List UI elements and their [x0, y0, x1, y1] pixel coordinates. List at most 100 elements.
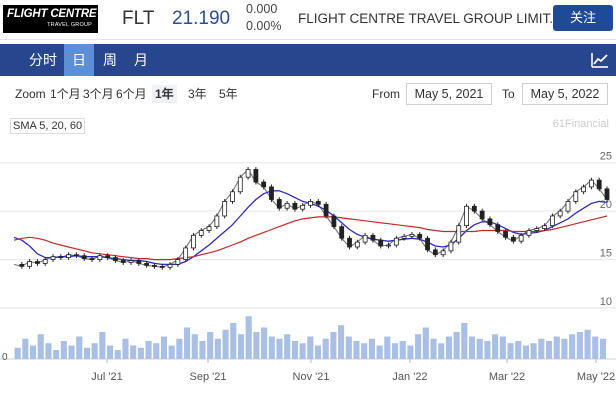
y-tick-label: 10 [600, 296, 612, 308]
volume-bar [492, 334, 499, 359]
candle-body [89, 258, 95, 260]
zoom-toolbar: Zoom 1个月 3个月 6个月 1年 3年 5年 From May 5, 20… [0, 82, 616, 106]
volume-bar [476, 338, 483, 359]
candle-body [596, 179, 602, 190]
candle-body [222, 201, 228, 217]
tab-weekly[interactable]: 周 [103, 52, 117, 68]
zoom-3m[interactable]: 3个月 [83, 87, 114, 101]
series-lines [13, 167, 610, 270]
candle-body [471, 205, 477, 212]
zoom-1y[interactable]: 1年 [152, 85, 177, 103]
volume-bar [76, 336, 83, 359]
candle-body [300, 204, 306, 210]
price-change: 0.000 0.00% [246, 1, 281, 35]
y-tick-label: 15 [600, 248, 612, 260]
candle-body [518, 234, 524, 242]
candle-body [331, 215, 337, 228]
candle-body [237, 176, 243, 193]
change-percent: 0.00% [246, 19, 282, 33]
volume-bar [30, 345, 37, 359]
volume-bar [453, 332, 460, 359]
candle-body [370, 234, 376, 241]
candle-body [581, 186, 586, 193]
volume-bar [415, 334, 422, 359]
volume-bar [384, 336, 391, 359]
volume-bar [599, 338, 606, 359]
volume-bar [468, 336, 476, 359]
candle-body [440, 250, 446, 256]
volume-bar [592, 336, 599, 359]
candle-body [284, 202, 290, 209]
x-axis-labels: Jul '21 Sep '21 Nov '21 Jan '22 Mar '22 May '… [91, 359, 615, 383]
candle-body [42, 259, 48, 264]
candle-body [81, 255, 87, 259]
to-date-input[interactable]: May 5, 2022 [522, 83, 608, 105]
candle-body [464, 205, 469, 227]
zoom-6m[interactable]: 6个月 [116, 87, 147, 101]
volume-bar [353, 341, 360, 359]
volume-bar [538, 338, 545, 359]
volume-bar [122, 338, 129, 359]
y-tick-label: 25 [600, 151, 612, 163]
candle-body [448, 241, 454, 252]
candle-body [565, 201, 571, 212]
candle-body [159, 265, 165, 268]
volume-bar [268, 336, 275, 359]
candle-body [526, 230, 532, 236]
candle-body [261, 181, 267, 188]
price-chart[interactable]: 10 15 20 25 0 Jul '21 Sep '21 Nov '21 Jan '22 Ma… [0, 108, 616, 401]
candle-body [588, 179, 594, 188]
candle-body [35, 261, 40, 264]
candle-body [386, 244, 391, 247]
candle-body [401, 235, 407, 239]
from-date-input[interactable]: May 5, 2021 [406, 83, 492, 105]
candle-body [19, 264, 25, 267]
logo-line1: FLIGHT CENTRE [7, 8, 97, 20]
volume-bar [307, 336, 314, 359]
x-tick-label: Nov '21 [293, 371, 330, 383]
volume-bars [14, 316, 606, 359]
quote-header: FLIGHT CENTRE TRAVEL GROUP FLT 21.190 0.… [0, 0, 616, 40]
volume-bar [484, 341, 491, 359]
volume-bar [130, 345, 137, 359]
tab-intraday[interactable]: 分时 [29, 52, 57, 68]
candle-body [198, 230, 204, 236]
candle-body [573, 191, 579, 202]
candle-body [347, 237, 352, 248]
candle-body [113, 257, 118, 261]
tab-monthly[interactable]: 月 [134, 52, 148, 68]
volume-bar [522, 345, 529, 359]
zoom-label: Zoom [15, 87, 46, 101]
volume-bar [114, 350, 121, 359]
candle-body [230, 191, 235, 202]
line-chart-icon[interactable] [586, 46, 614, 74]
candle-body [27, 261, 33, 267]
candle-body [339, 226, 345, 239]
volume-bar [253, 332, 260, 359]
volume-bar [399, 341, 406, 359]
volume-bar [284, 334, 291, 359]
follow-button[interactable]: 关注 [553, 5, 613, 31]
candle-body [152, 264, 157, 267]
from-label: From [372, 87, 400, 101]
indicator-legend[interactable]: SMA 5, 20, 60 [10, 118, 86, 134]
zoom-3y[interactable]: 3年 [188, 87, 207, 101]
candle-body [50, 256, 56, 260]
volume-bar [584, 329, 591, 359]
volume-bar [107, 345, 114, 359]
volume-bar [184, 327, 191, 359]
candle-body [487, 218, 493, 226]
volume-bar [430, 338, 437, 359]
last-price: 21.190 [172, 8, 231, 29]
volume-bar [45, 343, 52, 359]
zoom-1m[interactable]: 1个月 [50, 87, 81, 101]
volume-bar [322, 338, 329, 359]
zoom-5y[interactable]: 5年 [219, 87, 238, 101]
volume-bar [530, 343, 537, 359]
volume-bar [199, 341, 206, 359]
volume-bar [299, 343, 306, 359]
volume-bar [361, 343, 368, 359]
tab-daily[interactable]: 日 [64, 44, 94, 76]
volume-bar [168, 345, 175, 359]
to-label: To [502, 87, 515, 101]
